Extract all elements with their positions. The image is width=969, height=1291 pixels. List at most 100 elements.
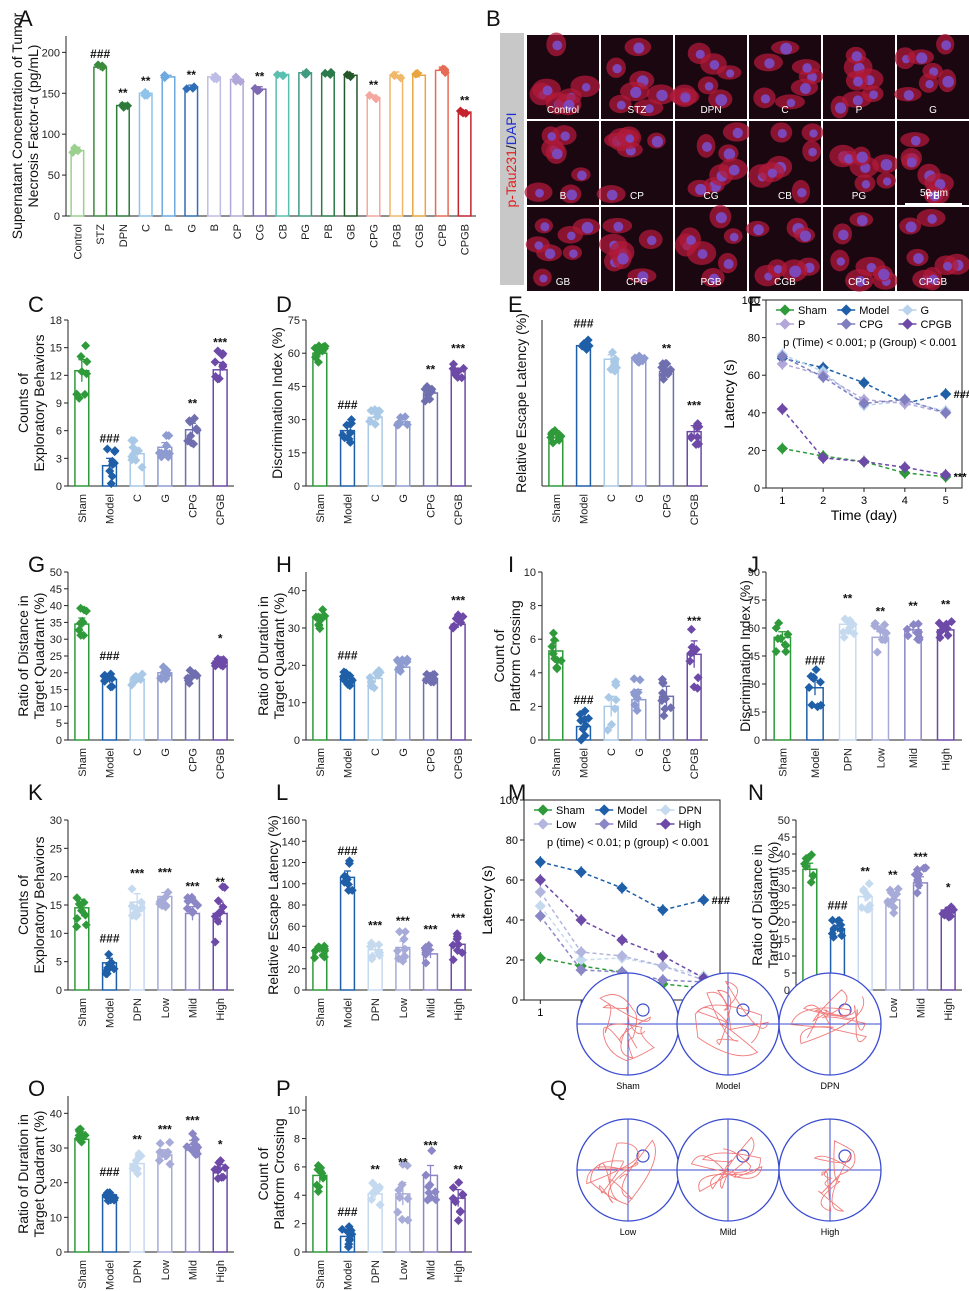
significance-mark: ** — [369, 78, 379, 92]
tile-label: CPG — [848, 277, 870, 288]
data-point — [213, 374, 223, 384]
y-tick-label: 80 — [748, 333, 760, 345]
series-point-CPGB — [776, 403, 788, 415]
legend-marker — [659, 818, 672, 830]
x-tick-label: Low — [888, 998, 900, 1018]
data-point — [877, 635, 887, 645]
significance-mark: *** — [158, 866, 172, 880]
significance-mark: ** — [398, 1156, 408, 1170]
data-point — [576, 716, 586, 726]
nucleus — [844, 154, 854, 164]
y-tick-label: 60 — [288, 921, 300, 933]
legend-label: DPN — [679, 805, 702, 817]
data-point — [155, 1138, 165, 1148]
significance-mark: ** — [908, 599, 918, 613]
swim-track-grid: Sham Model DPN Low Mild High — [576, 972, 882, 1237]
y-tick-label: 6 — [530, 634, 536, 646]
nucleus — [680, 92, 691, 103]
y-tick-label: 0 — [56, 481, 62, 493]
chart-A: 0 50 100 150 200 Supernatant Concentration of… — [9, 12, 476, 259]
y-tick-label: 5 — [784, 968, 790, 980]
x-tick-label: CPGB — [215, 494, 227, 525]
annotation: p (Time) < 0.001; p (Group) < 0.001 — [783, 337, 957, 349]
nucleus — [916, 52, 928, 64]
significance-mark: *** — [954, 472, 968, 484]
nucleus — [542, 85, 553, 96]
nucleus — [943, 261, 952, 271]
x-tick-label: Model — [105, 494, 117, 524]
data-point — [685, 656, 695, 666]
significance-mark: *** — [913, 850, 927, 864]
x-tick-label: DPN — [132, 1260, 144, 1283]
y-tick-label: 30 — [50, 1143, 62, 1155]
x-tick-label: CPG — [188, 748, 200, 772]
data-point — [583, 713, 594, 723]
nucleus — [853, 76, 863, 87]
y-tick-label: 20 — [50, 1178, 62, 1190]
y-tick-label: 0 — [54, 211, 60, 223]
significance-mark: ** — [941, 597, 951, 611]
y-tick-label: 25 — [50, 651, 62, 663]
data-point — [921, 863, 931, 873]
y-axis-label: Count of — [255, 1147, 271, 1200]
x-tick-label: Sham — [551, 748, 563, 777]
series-point-Low — [616, 950, 628, 962]
nucleus — [903, 90, 915, 101]
significance-mark: ### — [573, 316, 593, 330]
y-tick-label: 6 — [56, 426, 62, 438]
significance-mark: ** — [453, 1163, 463, 1177]
legend-marker — [659, 804, 672, 816]
data-point — [392, 655, 402, 665]
data-point — [889, 902, 899, 912]
data-point — [395, 927, 405, 937]
series-point-Model — [575, 866, 587, 878]
x-tick-label: CP — [232, 224, 244, 239]
significance-mark: ** — [141, 74, 151, 88]
bar-CPGB — [212, 660, 228, 741]
x-tick-label: CPG — [369, 224, 381, 248]
y-axis-label: Necrosis Factor-α (pg/mL) — [25, 45, 41, 208]
x-tick-label: High — [943, 998, 955, 1021]
data-point — [106, 479, 116, 489]
x-tick-label: GB — [346, 224, 358, 240]
data-point — [948, 905, 958, 915]
significance-mark: *** — [687, 614, 701, 628]
nucleus — [695, 183, 707, 196]
nucleus — [726, 69, 735, 78]
data-point — [162, 441, 172, 451]
x-tick-label: Model — [105, 748, 117, 778]
y-tick-label: 5 — [56, 718, 62, 730]
y-tick-label: 15 — [50, 685, 62, 697]
legend-marker — [901, 318, 914, 330]
significance-mark: ** — [888, 868, 898, 882]
panel-label-J: J — [748, 552, 759, 577]
y-tick-label: 2 — [294, 1219, 300, 1231]
panel-label-M: M — [508, 780, 526, 805]
y-tick-label: 30 — [50, 815, 62, 827]
track-label: High — [821, 1227, 840, 1237]
nucleus — [764, 58, 775, 69]
data-point — [365, 90, 375, 100]
y-tick-label: 80 — [506, 835, 518, 847]
data-point — [827, 915, 838, 925]
significance-mark: * — [218, 1138, 223, 1152]
bar-C — [603, 358, 619, 487]
x-tick-label: 1 — [537, 1007, 543, 1019]
x-tick-label: High — [215, 1260, 227, 1283]
x-tick-label: Sham — [77, 1260, 89, 1289]
x-tick-label: CPG — [188, 494, 200, 518]
tile-label: CPGB — [919, 277, 948, 288]
data-point — [421, 1170, 431, 1180]
tile-label: GB — [556, 277, 571, 288]
data-point — [82, 357, 92, 367]
y-tick-label: 0 — [294, 985, 300, 997]
data-point — [452, 945, 463, 955]
data-point — [161, 430, 171, 440]
y-tick-label: 35 — [50, 617, 62, 629]
tile-label: CG — [704, 191, 719, 202]
x-tick-label: PGB — [391, 224, 403, 247]
series-point-Sham — [534, 952, 546, 964]
y-tick-label: 9 — [56, 398, 62, 410]
nucleus — [534, 241, 544, 250]
